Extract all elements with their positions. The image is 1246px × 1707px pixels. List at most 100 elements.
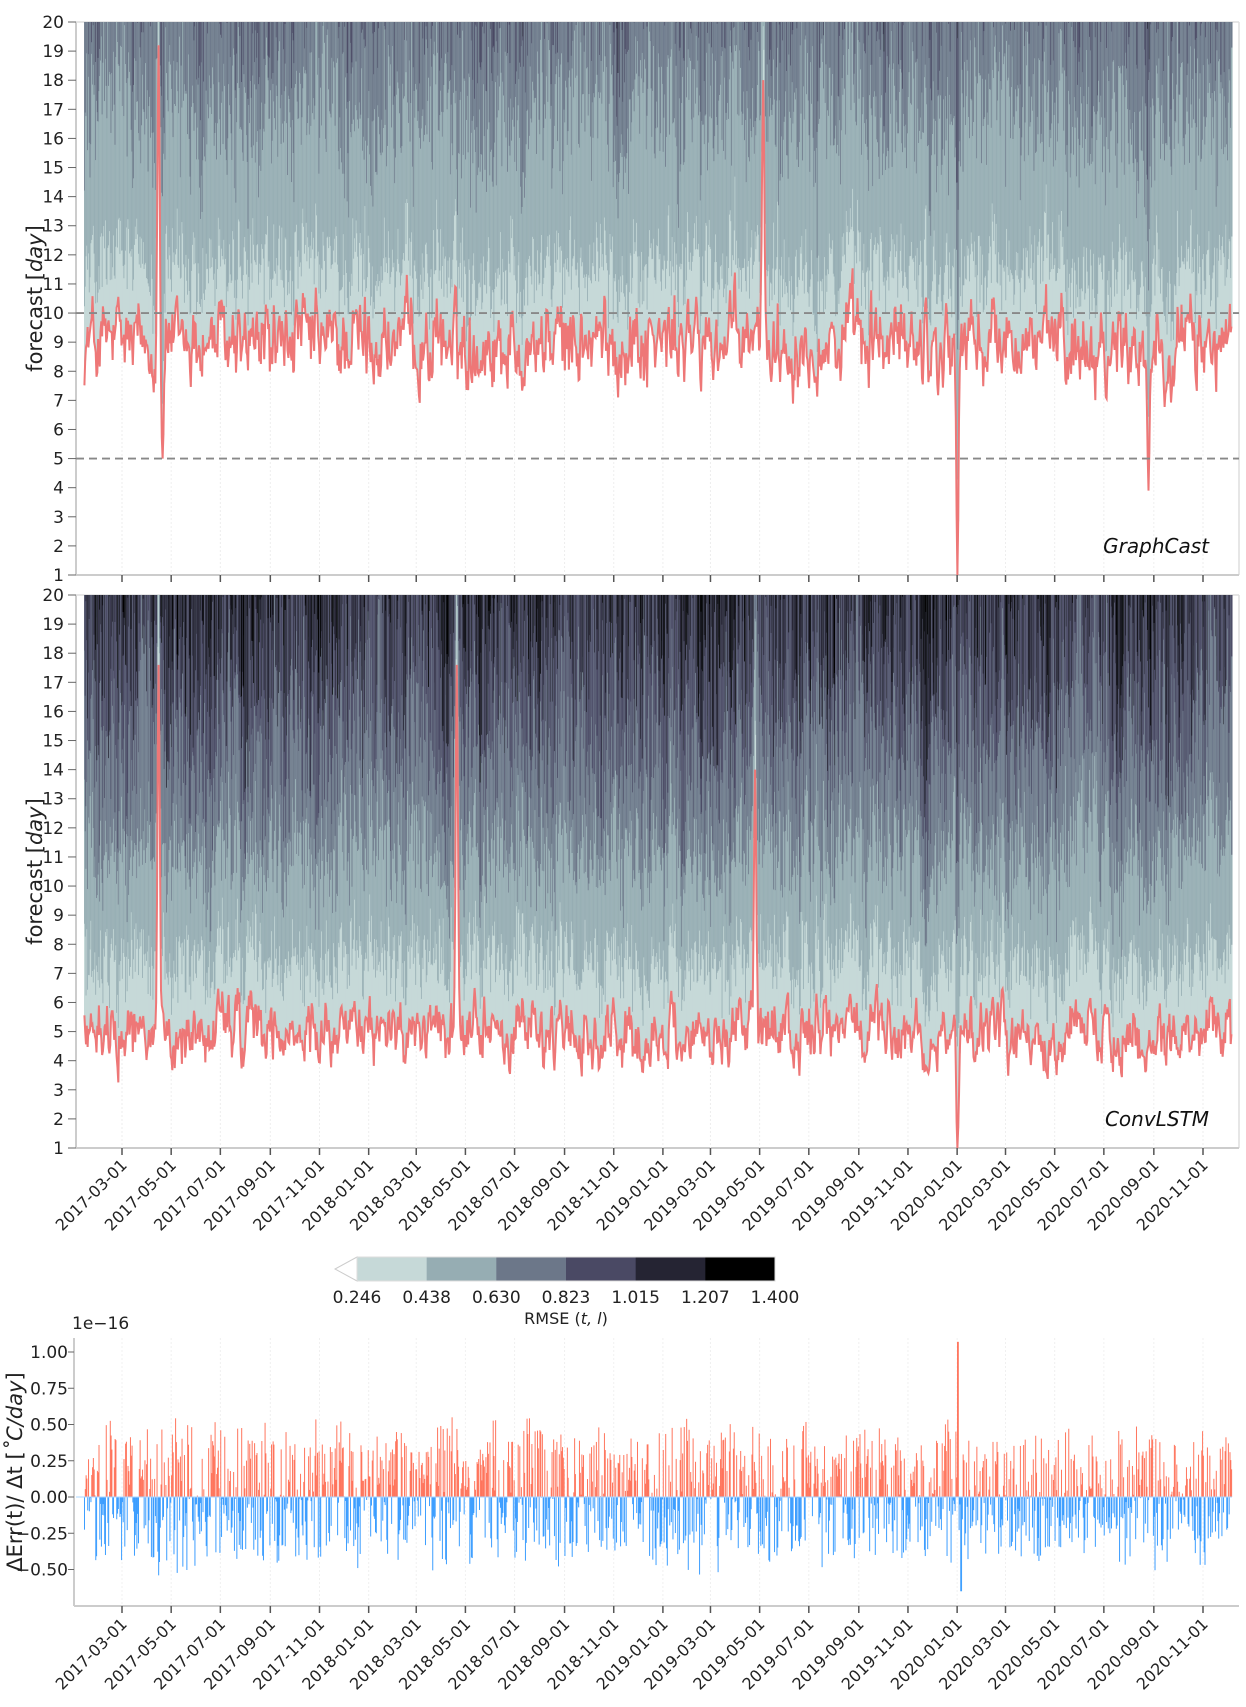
- contour-cell: [122, 22, 125, 266]
- contour-cell: [103, 22, 105, 227]
- contour-cell: [384, 22, 387, 273]
- contour-cell: [288, 22, 291, 294]
- contour-cell: [732, 22, 735, 28]
- contour-cell: [464, 22, 466, 81]
- contour-cell: [704, 22, 707, 251]
- contour-cell: [186, 22, 188, 94]
- contour-cell: [631, 22, 633, 123]
- contour-cell: [817, 22, 819, 102]
- contour-cell: [533, 22, 536, 103]
- contour-cell: [587, 22, 590, 116]
- contour-cell: [258, 22, 261, 166]
- contour-cell: [333, 22, 336, 68]
- contour-cell: [463, 22, 466, 261]
- contour-cell: [236, 22, 238, 123]
- contour-cell: [705, 22, 707, 115]
- contour-cell: [723, 22, 725, 298]
- contour-cell: [257, 22, 259, 245]
- contour-cell: [652, 22, 654, 91]
- contour-cell: [309, 22, 312, 53]
- contour-cell: [206, 22, 208, 145]
- contour-cell: [695, 22, 698, 36]
- contour-cell: [190, 22, 192, 195]
- contour-cell: [777, 22, 779, 48]
- contour-cell: [101, 22, 104, 115]
- contour-cell: [524, 22, 527, 93]
- contour-cell: [100, 22, 103, 234]
- contour-cell: [749, 22, 752, 119]
- contour-cell: [549, 22, 551, 235]
- contour-cell: [395, 22, 397, 158]
- contour-cell: [143, 22, 146, 269]
- contour-cell: [590, 22, 592, 281]
- contour-cell: [171, 22, 173, 292]
- contour-cell: [379, 22, 382, 297]
- contour-cell: [352, 22, 354, 219]
- contour-cell: [150, 22, 153, 255]
- contour-cell: [678, 22, 681, 99]
- contour-cell: [599, 22, 601, 55]
- contour-cell: [354, 22, 357, 252]
- contour-cell: [215, 22, 217, 123]
- contour-cell: [623, 22, 625, 190]
- contour-cell: [516, 22, 518, 324]
- contour-cell: [474, 22, 477, 316]
- contour-cell: [783, 22, 786, 122]
- contour-cell: [345, 22, 347, 261]
- contour-cell: [92, 22, 95, 65]
- contour-cell: [424, 22, 426, 55]
- contour-cell: [207, 22, 209, 105]
- contour-cell: [291, 22, 293, 89]
- contour-cell: [215, 22, 217, 260]
- y-tick-label: 5: [53, 450, 64, 470]
- contour-cell: [129, 22, 132, 86]
- contour-cell: [636, 22, 638, 223]
- contour-cell: [129, 22, 132, 252]
- contour-cell: [249, 22, 251, 290]
- contour-cell: [600, 22, 603, 243]
- contour-cell: [513, 22, 516, 276]
- contour-cell: [338, 22, 341, 170]
- contour-cell: [261, 22, 263, 245]
- contour-cell: [206, 22, 208, 270]
- contour-cell: [551, 22, 553, 189]
- contour-cell: [404, 22, 406, 261]
- contour-cell: [582, 22, 585, 95]
- contour-cell: [137, 22, 139, 23]
- contour-cell: [151, 22, 154, 279]
- contour-cell: [475, 22, 478, 27]
- contour-cell: [782, 22, 784, 178]
- contour-cell: [407, 22, 409, 103]
- contour-cell: [505, 22, 508, 138]
- contour-cell: [541, 22, 544, 73]
- contour-cell: [472, 22, 474, 80]
- contour-cell: [375, 22, 377, 173]
- contour-cell: [738, 22, 740, 289]
- contour-cell: [377, 22, 379, 68]
- contour-cell: [799, 22, 802, 248]
- contour-cell: [792, 22, 794, 30]
- contour-cell: [192, 22, 194, 245]
- contour-cell: [520, 22, 523, 214]
- contour-cell: [560, 22, 562, 65]
- contour-cell: [483, 22, 486, 137]
- contour-cell: [779, 22, 782, 63]
- contour-cell: [94, 22, 96, 283]
- contour-cell: [638, 22, 641, 257]
- contour-cell: [146, 22, 148, 119]
- contour-cell: [788, 22, 790, 55]
- contour-cell: [660, 22, 662, 282]
- contour-cell: [732, 22, 734, 256]
- contour-cell: [648, 22, 650, 257]
- contour-cell: [636, 22, 638, 74]
- contour-cell: [513, 22, 516, 127]
- contour-cell: [283, 22, 286, 92]
- contour-cell: [378, 22, 380, 287]
- contour-cell: [565, 22, 567, 260]
- contour-cell: [688, 22, 690, 262]
- contour-cell: [782, 22, 785, 280]
- contour-cell: [742, 22, 745, 268]
- contour-cell: [532, 22, 534, 237]
- contour-cell: [822, 22, 824, 279]
